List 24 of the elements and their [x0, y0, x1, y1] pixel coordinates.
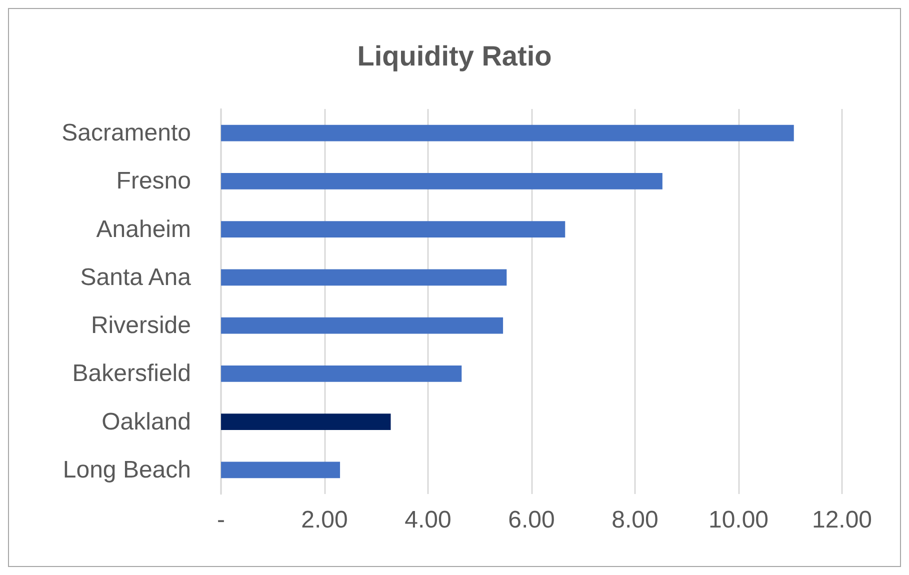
bar: [221, 366, 462, 382]
y-tick-label: Sacramento: [62, 120, 191, 147]
bar: [221, 173, 662, 190]
bar: [221, 462, 340, 478]
y-tick-label: Anaheim: [96, 216, 191, 243]
bar: [221, 269, 507, 286]
x-tick-label: 4.00: [404, 506, 452, 534]
y-tick-label: Fresno: [116, 168, 191, 195]
y-tick-label: Santa Ana: [80, 264, 192, 291]
y-tick-label: Bakersfield: [72, 360, 191, 388]
x-tick-label: 8.00: [612, 506, 658, 534]
y-tick-label: Long Beach: [62, 456, 191, 484]
x-tick-label: 12.00: [812, 506, 872, 534]
bar: [221, 414, 391, 430]
x-tick-label: 2.00: [301, 506, 348, 534]
chart-title: Liquidity Ratio: [357, 40, 552, 72]
y-tick-label: Riverside: [90, 312, 191, 340]
x-tick-label: -: [217, 506, 225, 534]
x-tick-label: 6.00: [508, 506, 555, 534]
bar: [221, 221, 566, 238]
bar: [221, 317, 504, 334]
x-tick-label: 10.00: [708, 506, 769, 534]
y-tick-label: Oakland: [102, 408, 191, 436]
bar: [221, 124, 794, 142]
